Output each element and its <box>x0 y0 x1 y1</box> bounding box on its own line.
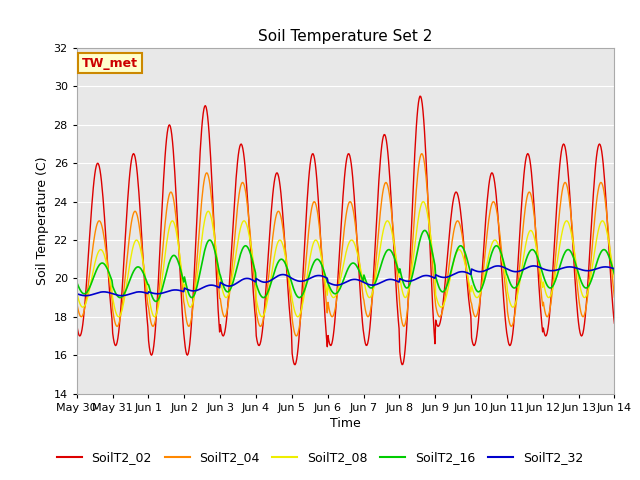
SoilT2_02 <box>291 362 299 368</box>
SoilT2_04 <box>221 314 228 320</box>
SoilT2_32 <box>611 266 618 272</box>
Y-axis label: Soil Temperature (C): Soil Temperature (C) <box>36 156 49 285</box>
SoilT2_32 <box>221 283 229 288</box>
SoilT2_16 <box>152 299 160 304</box>
SoilT2_32 <box>193 288 201 293</box>
SoilT2_08 <box>139 257 147 263</box>
SoilT2_32 <box>139 289 147 295</box>
SoilT2_04 <box>292 333 300 339</box>
SoilT2_04 <box>428 256 436 262</box>
SoilT2_04 <box>83 295 90 301</box>
SoilT2_16 <box>412 258 419 264</box>
SoilT2_08 <box>419 199 427 204</box>
SoilT2_32 <box>412 276 419 282</box>
Line: SoilT2_04: SoilT2_04 <box>77 154 614 336</box>
SoilT2_02 <box>73 322 81 327</box>
SoilT2_32 <box>73 291 81 297</box>
Title: Soil Temperature Set 2: Soil Temperature Set 2 <box>259 29 433 44</box>
SoilT2_16 <box>611 271 618 276</box>
X-axis label: Time: Time <box>330 417 361 430</box>
SoilT2_04 <box>138 245 146 251</box>
SoilT2_16 <box>420 228 428 233</box>
SoilT2_02 <box>412 137 419 143</box>
SoilT2_08 <box>412 237 419 242</box>
SoilT2_08 <box>73 290 81 296</box>
SoilT2_32 <box>530 263 538 269</box>
Line: SoilT2_16: SoilT2_16 <box>77 230 614 301</box>
SoilT2_32 <box>428 274 435 279</box>
SoilT2_02 <box>221 329 228 335</box>
SoilT2_08 <box>193 274 201 279</box>
Text: TW_met: TW_met <box>82 57 138 70</box>
SoilT2_04 <box>193 264 200 270</box>
SoilT2_02 <box>138 236 146 241</box>
SoilT2_02 <box>83 279 90 285</box>
SoilT2_02 <box>611 320 618 326</box>
Line: SoilT2_02: SoilT2_02 <box>77 96 614 365</box>
SoilT2_16 <box>193 283 201 288</box>
SoilT2_32 <box>82 293 90 299</box>
Line: SoilT2_32: SoilT2_32 <box>77 266 614 296</box>
SoilT2_16 <box>428 248 436 253</box>
SoilT2_08 <box>115 314 122 320</box>
SoilT2_02 <box>416 93 424 99</box>
Line: SoilT2_08: SoilT2_08 <box>77 202 614 317</box>
SoilT2_04 <box>611 294 618 300</box>
SoilT2_16 <box>221 288 229 293</box>
SoilT2_16 <box>138 267 146 273</box>
SoilT2_04 <box>418 151 426 156</box>
Legend: SoilT2_02, SoilT2_04, SoilT2_08, SoilT2_16, SoilT2_32: SoilT2_02, SoilT2_04, SoilT2_08, SoilT2_… <box>52 446 588 469</box>
SoilT2_08 <box>221 295 229 300</box>
SoilT2_16 <box>83 290 90 296</box>
SoilT2_02 <box>428 289 436 295</box>
SoilT2_04 <box>412 198 419 204</box>
SoilT2_08 <box>611 276 618 281</box>
SoilT2_04 <box>73 300 81 306</box>
SoilT2_02 <box>193 224 200 229</box>
SoilT2_32 <box>83 293 91 299</box>
SoilT2_16 <box>73 279 81 285</box>
SoilT2_08 <box>428 245 436 251</box>
SoilT2_08 <box>83 299 90 304</box>
